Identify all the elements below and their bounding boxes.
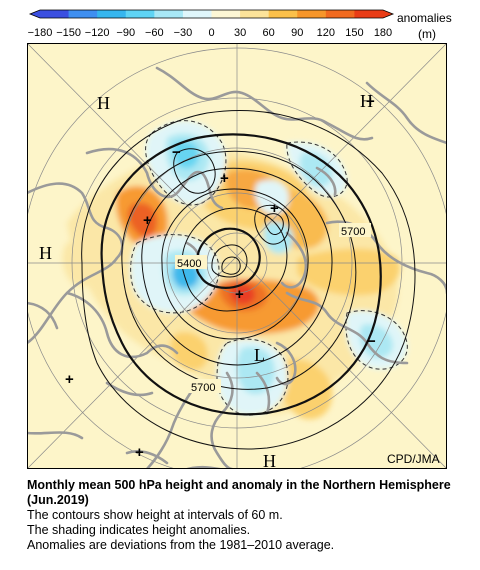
colorbar-tick-label: −150	[56, 27, 81, 39]
high-pressure-marker: H	[263, 451, 276, 469]
caption-line: Anomalies are deviations from the 1981–2…	[27, 538, 335, 552]
high-anomaly-center-marker: +	[366, 93, 375, 110]
colorbar-tick-label: 180	[374, 27, 392, 39]
colorbar-ticks: −180 −150 −120 −90 −60 −30 0 30 60 90 120 150 180	[28, 27, 393, 39]
colorbar-swatches	[28, 9, 395, 19]
low-anomaly-center-marker: −	[367, 333, 376, 350]
colorbar-tick-label: −90	[116, 27, 135, 39]
colorbar-min-arrow	[30, 10, 40, 18]
high-anomaly-center-marker: +	[220, 170, 229, 187]
contour-label: 5400	[177, 258, 201, 270]
colorbar-swatch	[325, 10, 355, 18]
zero-anomaly-contour	[286, 141, 348, 198]
positive-anomaly-area	[297, 248, 401, 296]
positive-anomaly-area	[276, 359, 333, 420]
colorbar-tick-label: −180	[28, 27, 53, 39]
contour-label: 5700	[341, 226, 365, 238]
contour-label-bg	[175, 255, 207, 269]
contour-label: 5700	[191, 382, 215, 394]
zero-anomaly-contour	[345, 310, 408, 370]
high-anomaly-center-marker: +	[235, 286, 244, 303]
contour-label-bg	[189, 379, 221, 393]
colorbar-max-arrow	[383, 10, 393, 18]
high-anomaly-center-marker: +	[65, 371, 74, 388]
caption-title: Monthly mean 500 hPa height and anomaly …	[27, 478, 451, 507]
coastlines	[27, 66, 447, 469]
colorbar-outline	[28, 9, 395, 19]
colorbar-tick-label: −60	[145, 27, 164, 39]
height-contours	[81, 110, 416, 450]
low-anomaly-center-marker: −	[172, 144, 181, 161]
colorbar-tick-label: −120	[85, 27, 110, 39]
caption-line: The shading indicates height anomalies.	[27, 523, 251, 537]
contour-label-bg	[339, 223, 371, 237]
positive-anomaly-area	[170, 332, 208, 371]
map-panel: 5700 5400 5700 H H H H L + + + + + + + −…	[27, 43, 447, 469]
negative-anomaly-area	[173, 141, 199, 169]
hemisphere-map: 5700 5400 5700 H H H H L + + + + + + + −…	[27, 43, 447, 469]
colorbar-tick-label: 120	[317, 27, 335, 39]
positive-anomaly-area	[127, 202, 158, 238]
colorbar: −180 −150 −120 −90 −60 −30 0 30 60 90 120 150 180 an…	[28, 9, 452, 41]
high-anomaly-center-marker: +	[135, 444, 144, 461]
high-pressure-marker: H	[39, 243, 52, 263]
positive-anomaly-area	[229, 284, 255, 305]
high-pressure-marker: H	[360, 91, 373, 111]
colorbar-unit: (m)	[418, 27, 436, 41]
colorbar-swatch	[182, 10, 212, 18]
colorbar-swatch	[154, 10, 184, 18]
height-contour-5700	[100, 133, 382, 416]
map-credit: CPD/JMA	[387, 452, 440, 466]
caption: Monthly mean 500 hPa height and anomaly …	[27, 478, 467, 553]
height-contour-5400	[195, 227, 261, 289]
colorbar-tick-label: 60	[263, 27, 275, 39]
colorbar-swatch	[268, 10, 298, 18]
colorbar-tick-label: 0	[208, 27, 214, 39]
colorbar-swatch	[97, 10, 127, 18]
colorbar-swatch	[68, 10, 98, 18]
caption-line: The contours show height at intervals of…	[27, 508, 283, 522]
colorbar-legend-label: anomalies	[397, 11, 452, 25]
colorbar-swatch	[297, 10, 327, 18]
high-pressure-marker: H	[97, 93, 110, 113]
colorbar-tick-label: −30	[174, 27, 193, 39]
colorbar-tick-label: 150	[345, 27, 363, 39]
zero-anomaly-contour	[145, 120, 227, 206]
negative-anomaly-area	[359, 324, 393, 359]
high-anomaly-center-marker: +	[143, 212, 152, 229]
zero-anomaly-contour	[130, 234, 220, 314]
colorbar-tick-label: 90	[291, 27, 303, 39]
colorbar-swatch	[240, 10, 270, 18]
low-pressure-marker: L	[254, 345, 265, 365]
high-anomaly-center-marker: +	[270, 200, 279, 217]
colorbar-swatch	[125, 10, 155, 18]
colorbar-swatch	[354, 10, 384, 18]
map-border	[27, 43, 447, 469]
colorbar-swatch	[211, 10, 241, 18]
colorbar-swatch	[40, 10, 70, 18]
colorbar-tick-label: 30	[234, 27, 246, 39]
